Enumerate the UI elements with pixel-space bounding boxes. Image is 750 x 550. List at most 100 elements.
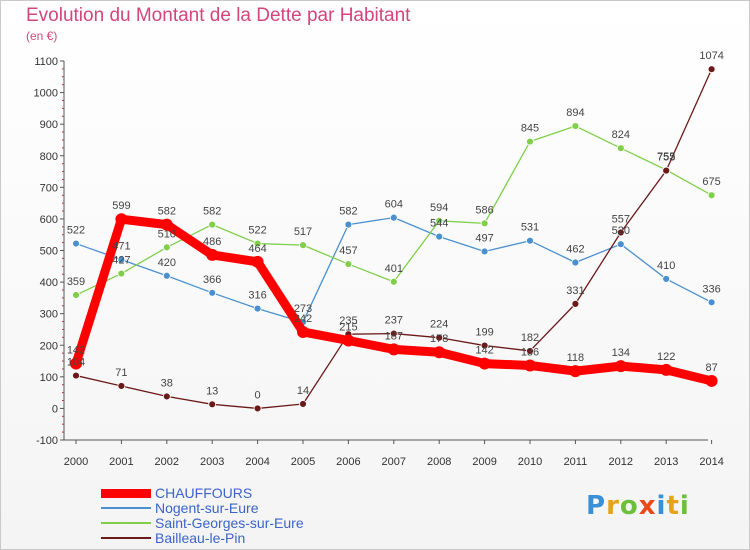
data-point	[480, 341, 489, 350]
chart-unit-label: (en €)	[26, 29, 58, 43]
y-tick-label: 400	[40, 277, 58, 289]
data-point	[253, 304, 262, 313]
data-label: 755	[657, 151, 675, 163]
data-label: 557	[612, 213, 630, 225]
data-label: 420	[158, 257, 176, 269]
data-label: 0	[255, 389, 261, 401]
y-tick-label: 0	[52, 403, 58, 415]
x-tick-label: 2009	[472, 456, 496, 468]
legend-label: CHAUFFOURS	[155, 485, 253, 501]
x-tick-label: 2011	[564, 456, 588, 468]
data-label: 122	[657, 351, 675, 363]
x-tick-label: 2006	[336, 456, 360, 468]
data-point	[160, 218, 173, 231]
y-tick-label: 1000	[34, 88, 58, 100]
x-tick-label: 2008	[427, 456, 451, 468]
data-label: 410	[657, 260, 675, 272]
legend-swatch	[101, 488, 151, 498]
data-point	[206, 248, 219, 261]
data-point	[344, 260, 353, 268]
data-point	[569, 365, 582, 378]
data-point	[660, 363, 673, 376]
data-label: 273	[294, 303, 312, 315]
data-label: 531	[521, 222, 539, 234]
data-point	[162, 271, 171, 280]
data-label: 14	[297, 385, 309, 397]
x-tick-label: 2007	[382, 456, 406, 468]
data-point	[571, 258, 580, 267]
data-label: 182	[521, 332, 539, 344]
data-point	[571, 122, 580, 130]
data-label: 594	[430, 202, 448, 214]
legend-swatch	[101, 537, 151, 539]
data-point	[616, 240, 625, 249]
data-label: 582	[203, 206, 221, 218]
data-point	[707, 298, 716, 307]
data-label: 142	[475, 345, 493, 357]
y-tick-label: 700	[40, 182, 58, 194]
data-point	[72, 291, 80, 299]
data-point	[253, 404, 262, 413]
x-tick-label: 2001	[109, 456, 133, 468]
data-label: 242	[294, 313, 312, 325]
data-label: 136	[521, 346, 539, 358]
data-label: 497	[475, 232, 493, 244]
y-tick-label: 600	[40, 214, 58, 226]
data-label: 134	[612, 347, 630, 359]
data-label: 486	[203, 236, 221, 248]
logo-letter: P	[586, 491, 607, 521]
data-point	[435, 333, 444, 342]
data-label: 316	[248, 290, 266, 302]
data-point	[299, 241, 307, 250]
x-tick-label: 2014	[699, 456, 723, 468]
data-label: 824	[612, 129, 630, 141]
x-tick-label: 2002	[155, 456, 179, 468]
data-label: 544	[430, 218, 448, 230]
data-point	[662, 166, 671, 175]
data-label: 894	[566, 107, 584, 119]
logo-letter: i	[656, 491, 667, 521]
data-point	[117, 382, 126, 390]
logo-letter: x	[638, 491, 657, 521]
data-label: 675	[702, 176, 720, 188]
data-point	[480, 247, 489, 256]
data-label: 582	[158, 206, 176, 218]
x-tick-label: 2003	[200, 456, 224, 468]
data-point	[253, 239, 262, 248]
data-label: 336	[702, 283, 720, 295]
data-point	[616, 228, 625, 237]
x-tick-label: 2012	[609, 456, 633, 468]
y-tick-label: 800	[40, 151, 58, 163]
y-tick-label: 100	[40, 372, 58, 384]
data-label: 462	[566, 244, 584, 256]
data-point	[707, 65, 716, 74]
logo-letter: i	[679, 491, 690, 521]
data-point	[70, 357, 82, 370]
data-point	[117, 269, 126, 278]
legend-label: Saint-Georges-sur-Eure	[155, 515, 304, 531]
data-point	[616, 144, 625, 153]
data-point	[117, 255, 126, 264]
data-label: 104	[67, 357, 85, 369]
data-label: 187	[385, 330, 403, 342]
data-point	[162, 392, 171, 401]
y-tick-label: -100	[36, 435, 58, 447]
data-point	[251, 255, 264, 268]
y-tick-label: 1100	[34, 56, 58, 68]
data-point	[389, 329, 398, 338]
data-label: 471	[112, 241, 130, 253]
data-point	[208, 288, 217, 297]
x-tick-label: 2010	[518, 456, 542, 468]
legend-swatch	[101, 522, 151, 524]
data-point	[208, 400, 217, 409]
data-label: 604	[385, 199, 403, 211]
y-tick-label: 200	[40, 340, 58, 352]
data-point	[433, 346, 446, 359]
data-label: 178	[430, 333, 448, 345]
data-point	[707, 191, 716, 200]
data-point	[387, 343, 400, 356]
data-label: 118	[567, 352, 585, 364]
data-point	[571, 299, 580, 308]
